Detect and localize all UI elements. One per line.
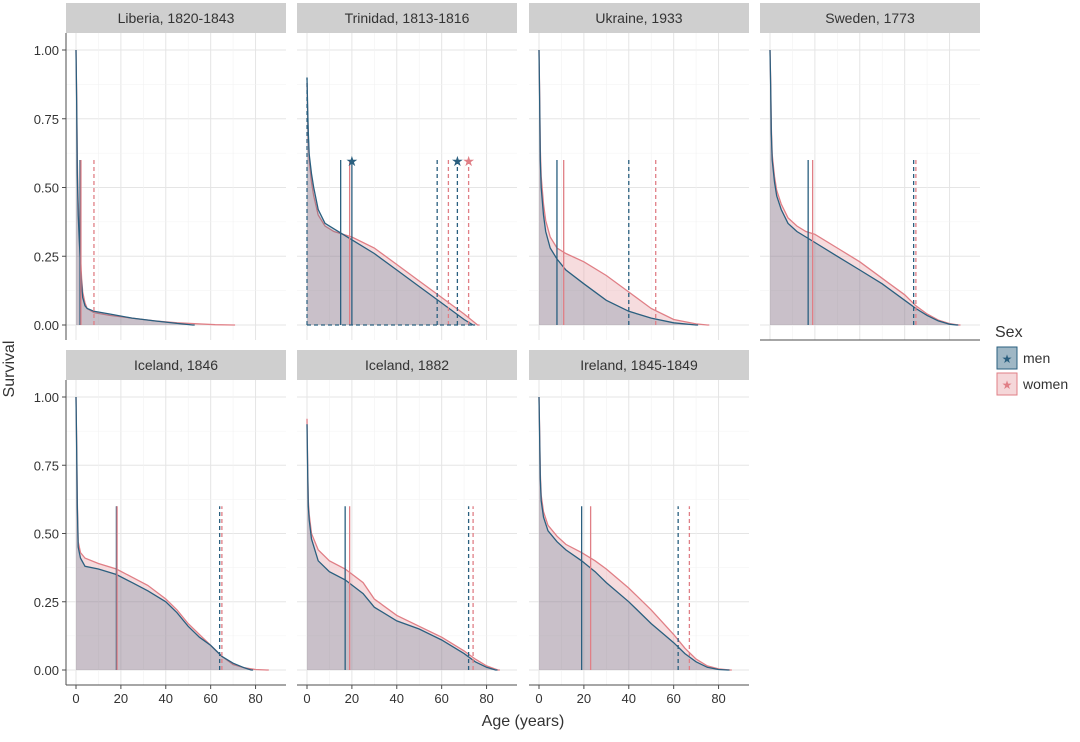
- panel-title: Ukraine, 1933: [595, 10, 682, 26]
- x-tick-label: 60: [203, 691, 217, 706]
- x-tick-label: 20: [577, 691, 591, 706]
- survival-area-men: [76, 397, 252, 670]
- y-axis-title: Survival: [1, 341, 18, 398]
- facet-panel: Liberia, 1820-1843 0.00 0.25 0.50 0.75 1.00: [34, 3, 286, 340]
- panel-title: Trinidad, 1813-1816: [345, 10, 470, 26]
- survival-area-women: [76, 397, 267, 670]
- panel-data: [306, 418, 500, 671]
- panel-title: Iceland, 1846: [134, 357, 218, 373]
- panel-title: Ireland, 1845-1849: [580, 357, 698, 373]
- panel-strip: [297, 350, 517, 380]
- panels-layer: Liberia, 1820-1843 0.00 0.25 0.50 0.75 1.00 Tr…: [34, 3, 980, 706]
- legend-title: Sex: [995, 324, 1023, 341]
- x-tick-label: 60: [434, 691, 448, 706]
- survival-line-men: [538, 396, 730, 671]
- panel-data: ★ ★★: [306, 77, 480, 326]
- panel-strip: [760, 3, 980, 33]
- survival-area-men: [770, 50, 957, 325]
- facet-panel: Iceland, 1882 0 20 40 60 80: [297, 350, 517, 706]
- y-tick-label: 0.50: [34, 527, 59, 542]
- y-tick-label: 0.25: [34, 595, 59, 610]
- legend-label-women: women: [1022, 376, 1068, 392]
- survival-area-men: [539, 50, 697, 325]
- x-tick-label: 60: [666, 691, 680, 706]
- facet-panel: Trinidad, 1813-1816★ ★★: [297, 3, 517, 340]
- panel-data: [769, 49, 961, 326]
- legend-star-men: ★: [1002, 352, 1013, 366]
- y-tick-label: 0.25: [34, 249, 59, 264]
- panel-title: Liberia, 1820-1843: [118, 10, 235, 26]
- survival-area-women: [307, 418, 498, 670]
- legend: Sex ★ men ★ women: [995, 324, 1068, 396]
- facet-panel: Iceland, 1846 0.00 0.25 0.50 0.75 1.00 0 20 40 60…: [34, 350, 286, 706]
- survival-area-men: [539, 397, 728, 670]
- panel-title: Iceland, 1882: [365, 357, 449, 373]
- survival-line-men: [75, 49, 195, 326]
- x-tick-label: 80: [711, 691, 725, 706]
- y-tick-label: 1.00: [34, 43, 59, 58]
- x-tick-label: 20: [345, 691, 359, 706]
- y-tick-label: 0.75: [34, 112, 59, 127]
- y-tick-label: 0.00: [34, 663, 59, 678]
- x-tick-label: 0: [72, 691, 79, 706]
- panel-data: [538, 49, 710, 326]
- x-tick-label: 40: [159, 691, 173, 706]
- survival-line-men: [306, 424, 498, 671]
- panel-strip: [297, 3, 517, 33]
- y-tick-label: 0.50: [34, 181, 59, 196]
- survival-area-women: [539, 50, 708, 325]
- panel-strip: [66, 350, 286, 380]
- panel-data: [538, 396, 732, 671]
- x-tick-label: 40: [390, 691, 404, 706]
- x-tick-label: 0: [535, 691, 542, 706]
- panel-data: [75, 49, 236, 326]
- panel-strip: [529, 3, 749, 33]
- survival-area-women: [770, 50, 959, 325]
- facet-panel: Sweden, 1773: [760, 3, 980, 341]
- survival-line-men: [538, 49, 699, 326]
- y-tick-label: 0.00: [34, 318, 59, 333]
- panel-strip: [529, 350, 749, 380]
- x-tick-label: 80: [248, 691, 262, 706]
- x-tick-label: 20: [114, 691, 128, 706]
- y-tick-label: 1.00: [34, 390, 59, 405]
- panel-strip: [66, 3, 286, 33]
- survival-line-men: [769, 49, 959, 326]
- star-marker-men: ★: [451, 153, 464, 169]
- survival-area-men: [307, 77, 474, 325]
- panel-data: [75, 396, 269, 671]
- panel-title: Sweden, 1773: [825, 10, 915, 26]
- facet-panel: Ukraine, 1933: [529, 3, 749, 340]
- x-tick-label: 40: [622, 691, 636, 706]
- star-marker-men: ★: [346, 153, 359, 169]
- star-marker-women: ★: [462, 153, 475, 169]
- y-tick-label: 0.75: [34, 458, 59, 473]
- legend-star-women: ★: [1002, 378, 1013, 392]
- legend-key-men: [996, 346, 1018, 370]
- legend-key-women: [996, 372, 1018, 396]
- facet-panel: Ireland, 1845-1849 0 20 40 60 80: [529, 350, 749, 706]
- x-tick-label: 0: [303, 691, 310, 706]
- survival-line-men: [306, 77, 476, 326]
- x-tick-label: 80: [479, 691, 493, 706]
- x-axis-title: Age (years): [482, 713, 565, 730]
- legend-label-men: men: [1023, 350, 1050, 366]
- survival-area-men: [307, 424, 496, 670]
- survival-area-women: [539, 397, 730, 670]
- survival-line-men: [75, 396, 254, 671]
- panel-background: [66, 33, 286, 340]
